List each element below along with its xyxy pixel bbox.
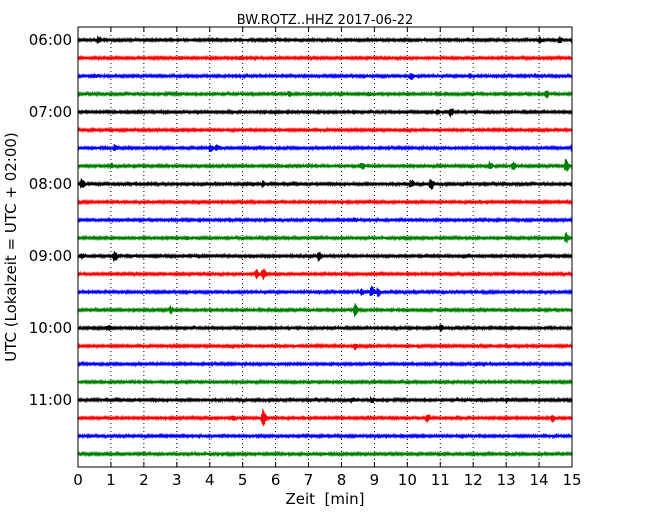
trace-0915 [77,268,573,280]
trace-0830 [77,216,573,224]
trace-1000 [77,324,573,332]
y-tick-label: 06:00 [29,31,72,49]
x-tick-label: 9 [370,471,380,489]
x-tick-label: 6 [271,471,281,489]
y-axis-label: UTC (Lokalzeit = UTC + 02:00) [2,132,20,362]
trace-1100 [77,396,573,404]
x-tick-label: 4 [205,471,215,489]
trace-0930 [77,285,573,297]
trace-0600 [77,35,573,44]
trace-1015 [77,342,573,351]
x-tick-label: 12 [464,471,483,489]
trace-0630 [77,72,573,81]
y-tick-label: 10:00 [29,319,72,337]
trace-0900 [77,251,573,262]
trace-1115 [77,408,573,427]
trace-0800 [77,178,573,190]
trace-1030 [77,360,573,368]
x-tick-label: 3 [172,471,182,489]
x-tick-label: 7 [304,471,314,489]
x-tick-label: 14 [530,471,549,489]
x-tick-label: 13 [497,471,516,489]
y-tick-label: 11:00 [29,391,72,409]
x-tick-label: 1 [106,471,116,489]
trace-0615 [77,54,573,62]
trace-0715 [77,126,573,134]
seismic-traces [77,35,573,458]
trace-1045 [77,378,573,386]
x-tick-label: 0 [73,471,83,489]
axis-ticks: 0 1 2 3 4 5 6 7 8 9 10 11 12 13 14 1506:0007:0008:0009:… [29,27,582,489]
chart-title: BW.ROTZ..HHZ 2017-06-22 [237,13,413,28]
x-tick-label: 11 [431,471,450,489]
trace-1145 [77,450,573,458]
y-tick-label: 07:00 [29,103,72,121]
grid-lines [110,27,540,467]
trace-0730 [77,143,573,153]
trace-0745 [77,159,573,172]
trace-0815 [77,198,573,206]
trace-0845 [77,232,573,244]
plot-frame [77,26,573,468]
trace-0700 [77,108,573,118]
x-tick-label: 8 [337,471,347,489]
trace-1130 [77,432,573,440]
x-tick-label: 5 [238,471,248,489]
y-tick-label: 08:00 [29,175,72,193]
trace-0645 [77,90,573,99]
x-tick-label: 10 [398,471,417,489]
y-tick-label: 09:00 [29,247,72,265]
x-tick-label: 2 [139,471,149,489]
trace-0945 [77,303,573,317]
x-axis-label: Zeit [min] [285,490,364,508]
x-tick-label: 15 [562,471,581,489]
